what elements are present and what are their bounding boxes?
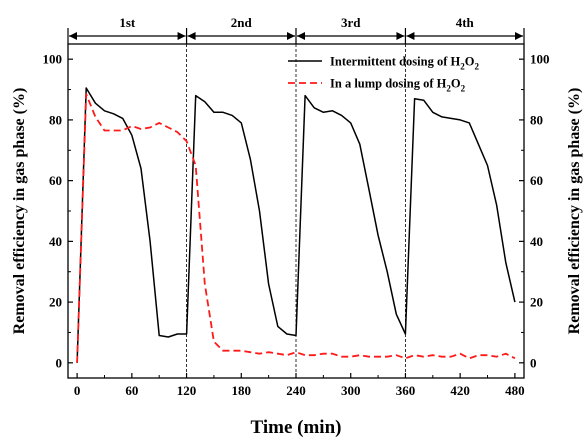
y-tick-label-left: 20 (49, 295, 62, 310)
period-arrowhead-right (515, 32, 523, 40)
y-axis-left: 0 20 40 60 80 100 (43, 52, 73, 370)
period-arrowhead-left (69, 32, 77, 40)
y-tick-label-left: 80 (49, 112, 62, 127)
legend-text-part: Intermittent dosing of H (330, 55, 460, 69)
period-arrowhead-right (396, 32, 405, 40)
period-label: 1st (119, 15, 136, 30)
y-axis-title-right: Removal efficiency in gas phase (%) (566, 88, 583, 335)
y-tick-label-right: 20 (530, 295, 543, 310)
legend-subscript: 2 (446, 84, 451, 94)
series-line-2 (76, 93, 516, 363)
legend-text-part: O (451, 77, 461, 91)
y-tick-label-left: 100 (43, 52, 63, 67)
y-tick-label-right: 40 (530, 234, 543, 249)
x-tick-label: 300 (341, 383, 361, 398)
x-tick-label: 0 (74, 383, 81, 398)
period-label: 3rd (341, 15, 361, 30)
x-tick-label: 180 (232, 383, 252, 398)
series-layer (76, 87, 516, 363)
y-tick-label-right: 0 (530, 355, 537, 370)
y-tick-label-right: 80 (530, 112, 543, 127)
period-band: 1st 2nd 3rd 4th (67, 15, 525, 44)
period-2: 2nd (187, 15, 295, 40)
period-4: 4th (406, 15, 523, 40)
period-dividers (186, 44, 406, 378)
x-tick-label: 360 (396, 383, 416, 398)
x-axis-title: Time (min) (251, 417, 342, 438)
x-axis: 0 60 120 180 240 300 360 420 480 (74, 373, 525, 398)
period-1: 1st (69, 15, 186, 40)
y-tick-label-left: 40 (49, 234, 62, 249)
period-label: 4th (456, 15, 475, 30)
legend-item-1: Intermittent dosing of H2O2 (288, 55, 479, 72)
y-tick-label-right: 100 (530, 52, 550, 67)
period-arrowhead-right (287, 32, 295, 40)
legend-text-part: O (465, 55, 475, 69)
period-arrowhead-left (297, 32, 305, 40)
y-axis-title-left: Removal efficiency in gas phase (%) (11, 88, 28, 335)
x-tick-label: 60 (125, 383, 138, 398)
x-tick-label: 240 (286, 383, 306, 398)
period-arrowhead-left (187, 32, 196, 40)
y-tick-label-left: 60 (49, 173, 62, 188)
series-line-1 (76, 87, 516, 363)
legend-subscript: 2 (460, 62, 465, 72)
period-label: 2nd (231, 15, 253, 30)
legend-subscript: 2 (474, 62, 479, 72)
y-tick-label-right: 60 (530, 173, 543, 188)
period-arrowhead-right (177, 32, 186, 40)
legend-subscript: 2 (461, 84, 466, 94)
y-axis-right: 0 20 40 60 80 100 (519, 52, 550, 370)
legend-text-part: In a lump dosing of H (330, 77, 447, 91)
legend-label: In a lump dosing of H2O2 (330, 77, 466, 94)
period-3: 3rd (297, 15, 405, 40)
x-tick-label: 120 (177, 383, 197, 398)
x-tick-label: 480 (505, 383, 525, 398)
period-arrowhead-left (406, 32, 415, 40)
y-tick-label-left: 0 (56, 355, 63, 370)
legend-item-2: In a lump dosing of H2O2 (288, 77, 466, 94)
x-tick-label: 420 (450, 383, 470, 398)
legend-label: Intermittent dosing of H2O2 (330, 55, 479, 72)
